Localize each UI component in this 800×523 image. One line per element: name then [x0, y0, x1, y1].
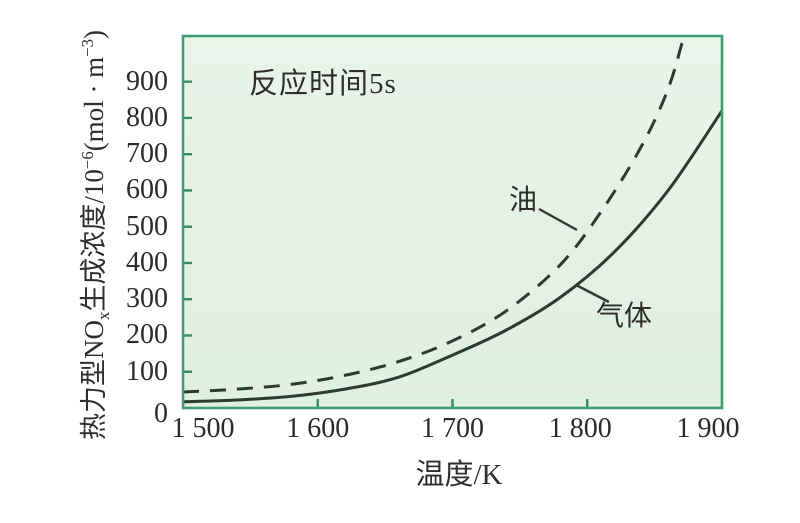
oil-series-label: 油: [509, 185, 538, 216]
x-tick-label: 1 600: [286, 413, 350, 444]
y-axis-label-text: ): [78, 29, 109, 39]
x-tick-label: 1 500: [171, 413, 235, 444]
x-tick-label: 1 700: [421, 413, 484, 444]
gas-series-label: 气体: [596, 301, 653, 332]
y-tick-label: 600: [126, 174, 168, 206]
axis-ticks: [183, 80, 589, 408]
gas-curve: [183, 109, 722, 404]
x-axis-label: 温度/K: [415, 459, 503, 491]
oil-label-leader-line: [538, 207, 578, 232]
x-tick-label: 1 800: [548, 413, 612, 444]
gas-label-leader-line: [575, 283, 610, 304]
y-tick-label: 100: [126, 355, 168, 387]
y-tick-label: 700: [126, 138, 168, 170]
y-tick-label: 300: [126, 283, 168, 315]
y-tick-label: 400: [126, 246, 168, 278]
y-axis-label-text: 热力型NO: [78, 320, 109, 441]
y-axis-label-superscript: −3: [77, 38, 97, 57]
x-tick-label: 1 900: [676, 413, 740, 444]
y-axis-label-superscript: −6: [77, 151, 97, 170]
y-tick-label: 900: [126, 65, 168, 97]
plot-area-background: [183, 36, 722, 408]
y-axis-label-text: 生成浓度/10: [78, 169, 109, 312]
annotation-reaction-time: 反应时间5s: [249, 68, 397, 100]
data-curves: [183, 36, 722, 404]
y-tick-label: 200: [126, 319, 168, 351]
y-tick-label: 0: [154, 398, 168, 429]
y-tick-label: 500: [126, 210, 168, 242]
y-axis-label-text: (mol · m: [78, 56, 109, 152]
oil-curve: [183, 36, 686, 394]
y-tick-label: 800: [126, 101, 168, 133]
y-axis-label: 热力型NOx生成浓度/10−6(mol · m−3): [72, 30, 114, 440]
plot-border: [181, 34, 724, 410]
